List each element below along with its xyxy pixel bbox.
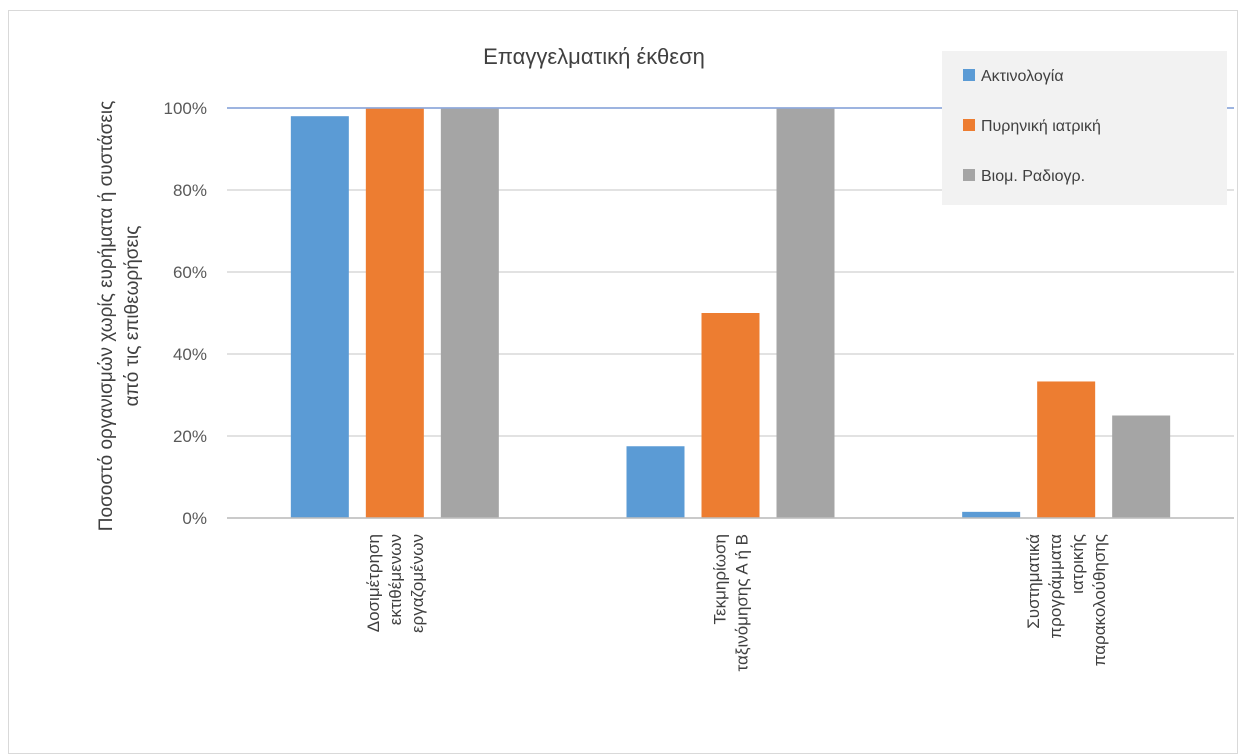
category-label-line: Συστηματικά — [1024, 534, 1043, 629]
bar — [440, 108, 499, 518]
bar — [1037, 381, 1096, 518]
legend-label: Ακτινολογία — [981, 68, 1064, 85]
bar — [1112, 415, 1171, 518]
y-axis-label-line: Ποσοστό οργανισμών χωρίς ευρήματα ή συστ… — [96, 101, 117, 531]
category-label-line: εργαζομένων — [408, 534, 427, 633]
chart-frame: 0% 20% 40% 60% 80% 100% Δοσιμέτρηση εκτιθέμενων… — [8, 10, 1238, 754]
legend: Ακτινολογία Πυρηνική ιατρική Βιομ. Ραδιογρ… — [942, 51, 1227, 205]
legend-label: Πυρηνική ιατρική — [981, 118, 1101, 135]
bar — [626, 446, 685, 518]
chart-svg: 0% 20% 40% 60% 80% 100% Δοσιμέτρηση εκτιθέμενων… — [96, 44, 1234, 671]
category-label: Δοσιμέτρηση εκτιθέμενων εργαζομένων — [364, 534, 427, 633]
category-label-line: παρακολούθησης — [1090, 534, 1109, 666]
category-label-line: ιατρικής — [1068, 534, 1087, 594]
category-label-line: Τεκμηρίωση — [711, 534, 730, 625]
y-tick-label: 20% — [173, 427, 207, 446]
y-tick-label: 60% — [173, 263, 207, 282]
legend-label: Βιομ. Ραδιογρ. — [981, 168, 1085, 185]
legend-swatch — [963, 69, 975, 81]
legend-box — [942, 51, 1227, 205]
category-label: Τεκμηρίωση ταξινόμησης Α ή Β — [711, 534, 752, 671]
y-axis-label: Ποσοστό οργανισμών χωρίς ευρήματα ή συστ… — [96, 101, 143, 531]
category-label-line: ταξινόμησης Α ή Β — [733, 534, 752, 671]
bar — [962, 511, 1021, 518]
category-label-line: προγράμματα — [1046, 534, 1065, 639]
category-label-line: Δοσιμέτρηση — [364, 534, 383, 632]
chart-title: Επαγγελματική έκθεση — [483, 44, 705, 69]
legend-swatch — [963, 169, 975, 181]
y-axis-label-line: από τις επιθεωρήσεις — [122, 226, 143, 407]
bar — [365, 108, 424, 518]
category-label-line: εκτιθέμενων — [386, 534, 405, 625]
y-tick-label: 80% — [173, 181, 207, 200]
legend-swatch — [963, 119, 975, 131]
bar — [701, 313, 760, 518]
y-tick-label: 0% — [182, 509, 207, 528]
bars — [290, 108, 1171, 518]
category-label: Συστηματικά προγράμματα ιατρικής παρακολούθ… — [1024, 534, 1109, 666]
y-tick-label: 100% — [164, 99, 207, 118]
bar — [776, 108, 835, 518]
y-tick-label: 40% — [173, 345, 207, 364]
bar — [290, 116, 349, 518]
